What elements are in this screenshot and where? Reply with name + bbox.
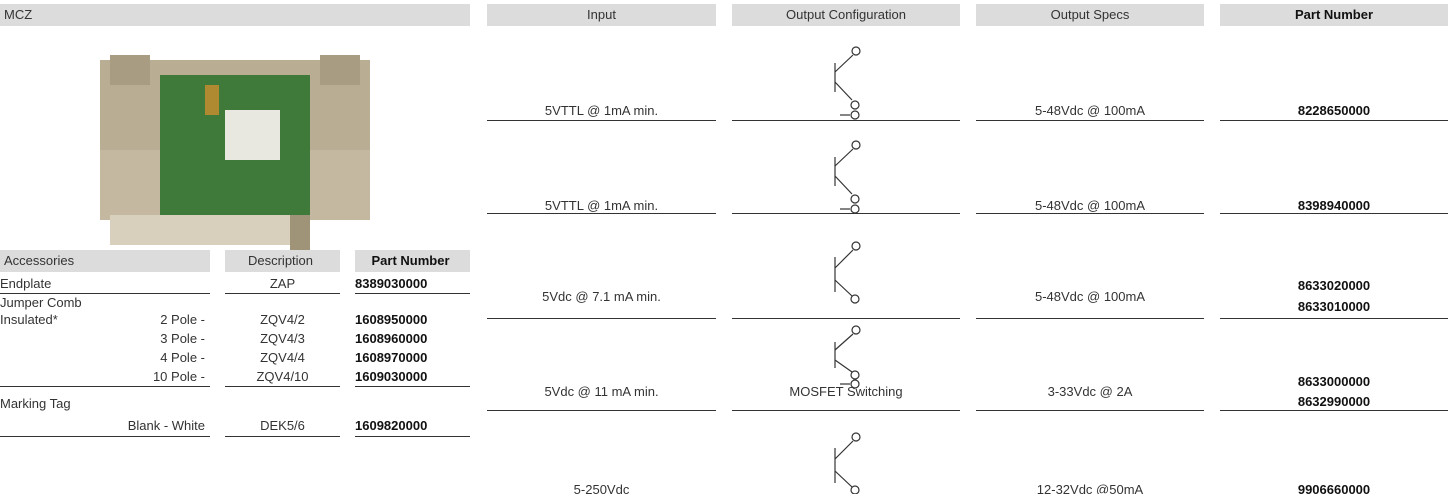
output-configuration: MOSFET Switching [789,384,903,399]
column-header: Part Number [371,253,450,268]
rule [487,213,716,214]
part-number: 8389030000 [355,276,428,291]
header-title: MCZ [4,7,33,22]
header-bar [976,4,1204,26]
part-number: 9906660000 [1297,482,1371,494]
accessory-label: Endplate [0,276,52,291]
accessory-variant: Blank - White [127,418,205,433]
column-header: Output Configuration [786,7,906,22]
input: 5Vdc @ 7.1 mA min. [542,289,661,304]
rule [487,318,716,319]
column-header: Part Number [1294,7,1374,22]
part-number: 1608970000 [355,350,428,365]
accessory-variant: 3 Pole - [160,331,205,346]
header-bar [732,4,960,26]
product-image [100,55,370,250]
column-header: Output Specs [1050,7,1130,22]
symbol-transistor-arrow [834,325,861,389]
rule [225,436,340,437]
accessory-label: Insulated* [0,312,58,327]
output-specs: 3-33Vdc @ 2A [1047,384,1133,399]
rule [355,436,470,437]
column-header: Description [247,253,314,268]
accessory-description: ZQV4/2 [260,312,305,327]
accessory-description: ZAP [269,276,296,291]
rule [355,386,470,387]
rule [1220,318,1448,319]
rule [732,213,960,214]
column-header: Input [587,7,616,22]
accessory-description: DEK5/6 [260,418,305,433]
rule [1220,410,1448,411]
part-number: 8633010000 [1297,299,1371,314]
output-specs: 5-48Vdc @ 100mA [1034,289,1146,304]
symbol-transistor-arrow [834,46,861,120]
accessory-label: Marking Tag [0,396,71,411]
output-specs: 5-48Vdc @ 100mA [1034,198,1146,213]
rule [976,213,1204,214]
part-number: 1609820000 [355,418,428,433]
rule [0,386,210,387]
part-number: 1608950000 [355,312,428,327]
input: 5VTTL @ 1mA min. [544,103,659,118]
part-number: 8398940000 [1297,198,1371,213]
rule [732,410,960,411]
rule [487,410,716,411]
input: 5-250Vdc [573,482,630,494]
output-specs: 12-32Vdc @50mA [1036,482,1144,494]
part-number: 1609030000 [355,369,428,384]
header-bar [0,4,470,26]
header-bar [1220,4,1448,26]
rule [976,318,1204,319]
rule [355,293,470,294]
header-bar [225,250,340,272]
symbol-transistor-arrow [834,140,861,214]
rule [1220,213,1448,214]
output-specs: 5-48Vdc @ 100mA [1034,103,1146,118]
accessory-variant: 2 Pole - [160,312,205,327]
header-bar [355,250,470,272]
symbol-transistor [834,432,861,494]
accessory-label: Jumper Comb [0,295,82,310]
rule [0,436,210,437]
part-number: 8228650000 [1297,103,1371,118]
rule [0,293,210,294]
symbol-transistor [834,241,861,304]
header-bar [0,250,210,272]
rule [976,410,1204,411]
rule [732,318,960,319]
input: 5Vdc @ 11 mA min. [544,384,659,399]
part-number: 8632990000 [1297,394,1371,409]
rule [225,293,340,294]
rule [225,386,340,387]
rule [976,120,1204,121]
accessory-description: ZQV4/4 [260,350,305,365]
rule [1220,120,1448,121]
column-header: Accessories [4,253,75,268]
part-number: 1608960000 [355,331,428,346]
part-number: 8633020000 [1297,278,1371,293]
part-number: 8633000000 [1297,374,1371,389]
accessory-description: ZQV4/3 [260,331,305,346]
accessory-variant: 10 Pole - [152,369,205,384]
rule [487,120,716,121]
input: 5VTTL @ 1mA min. [544,198,659,213]
accessory-description: ZQV4/10 [256,369,309,384]
accessory-variant: 4 Pole - [160,350,205,365]
header-bar [487,4,716,26]
rule [732,120,960,121]
